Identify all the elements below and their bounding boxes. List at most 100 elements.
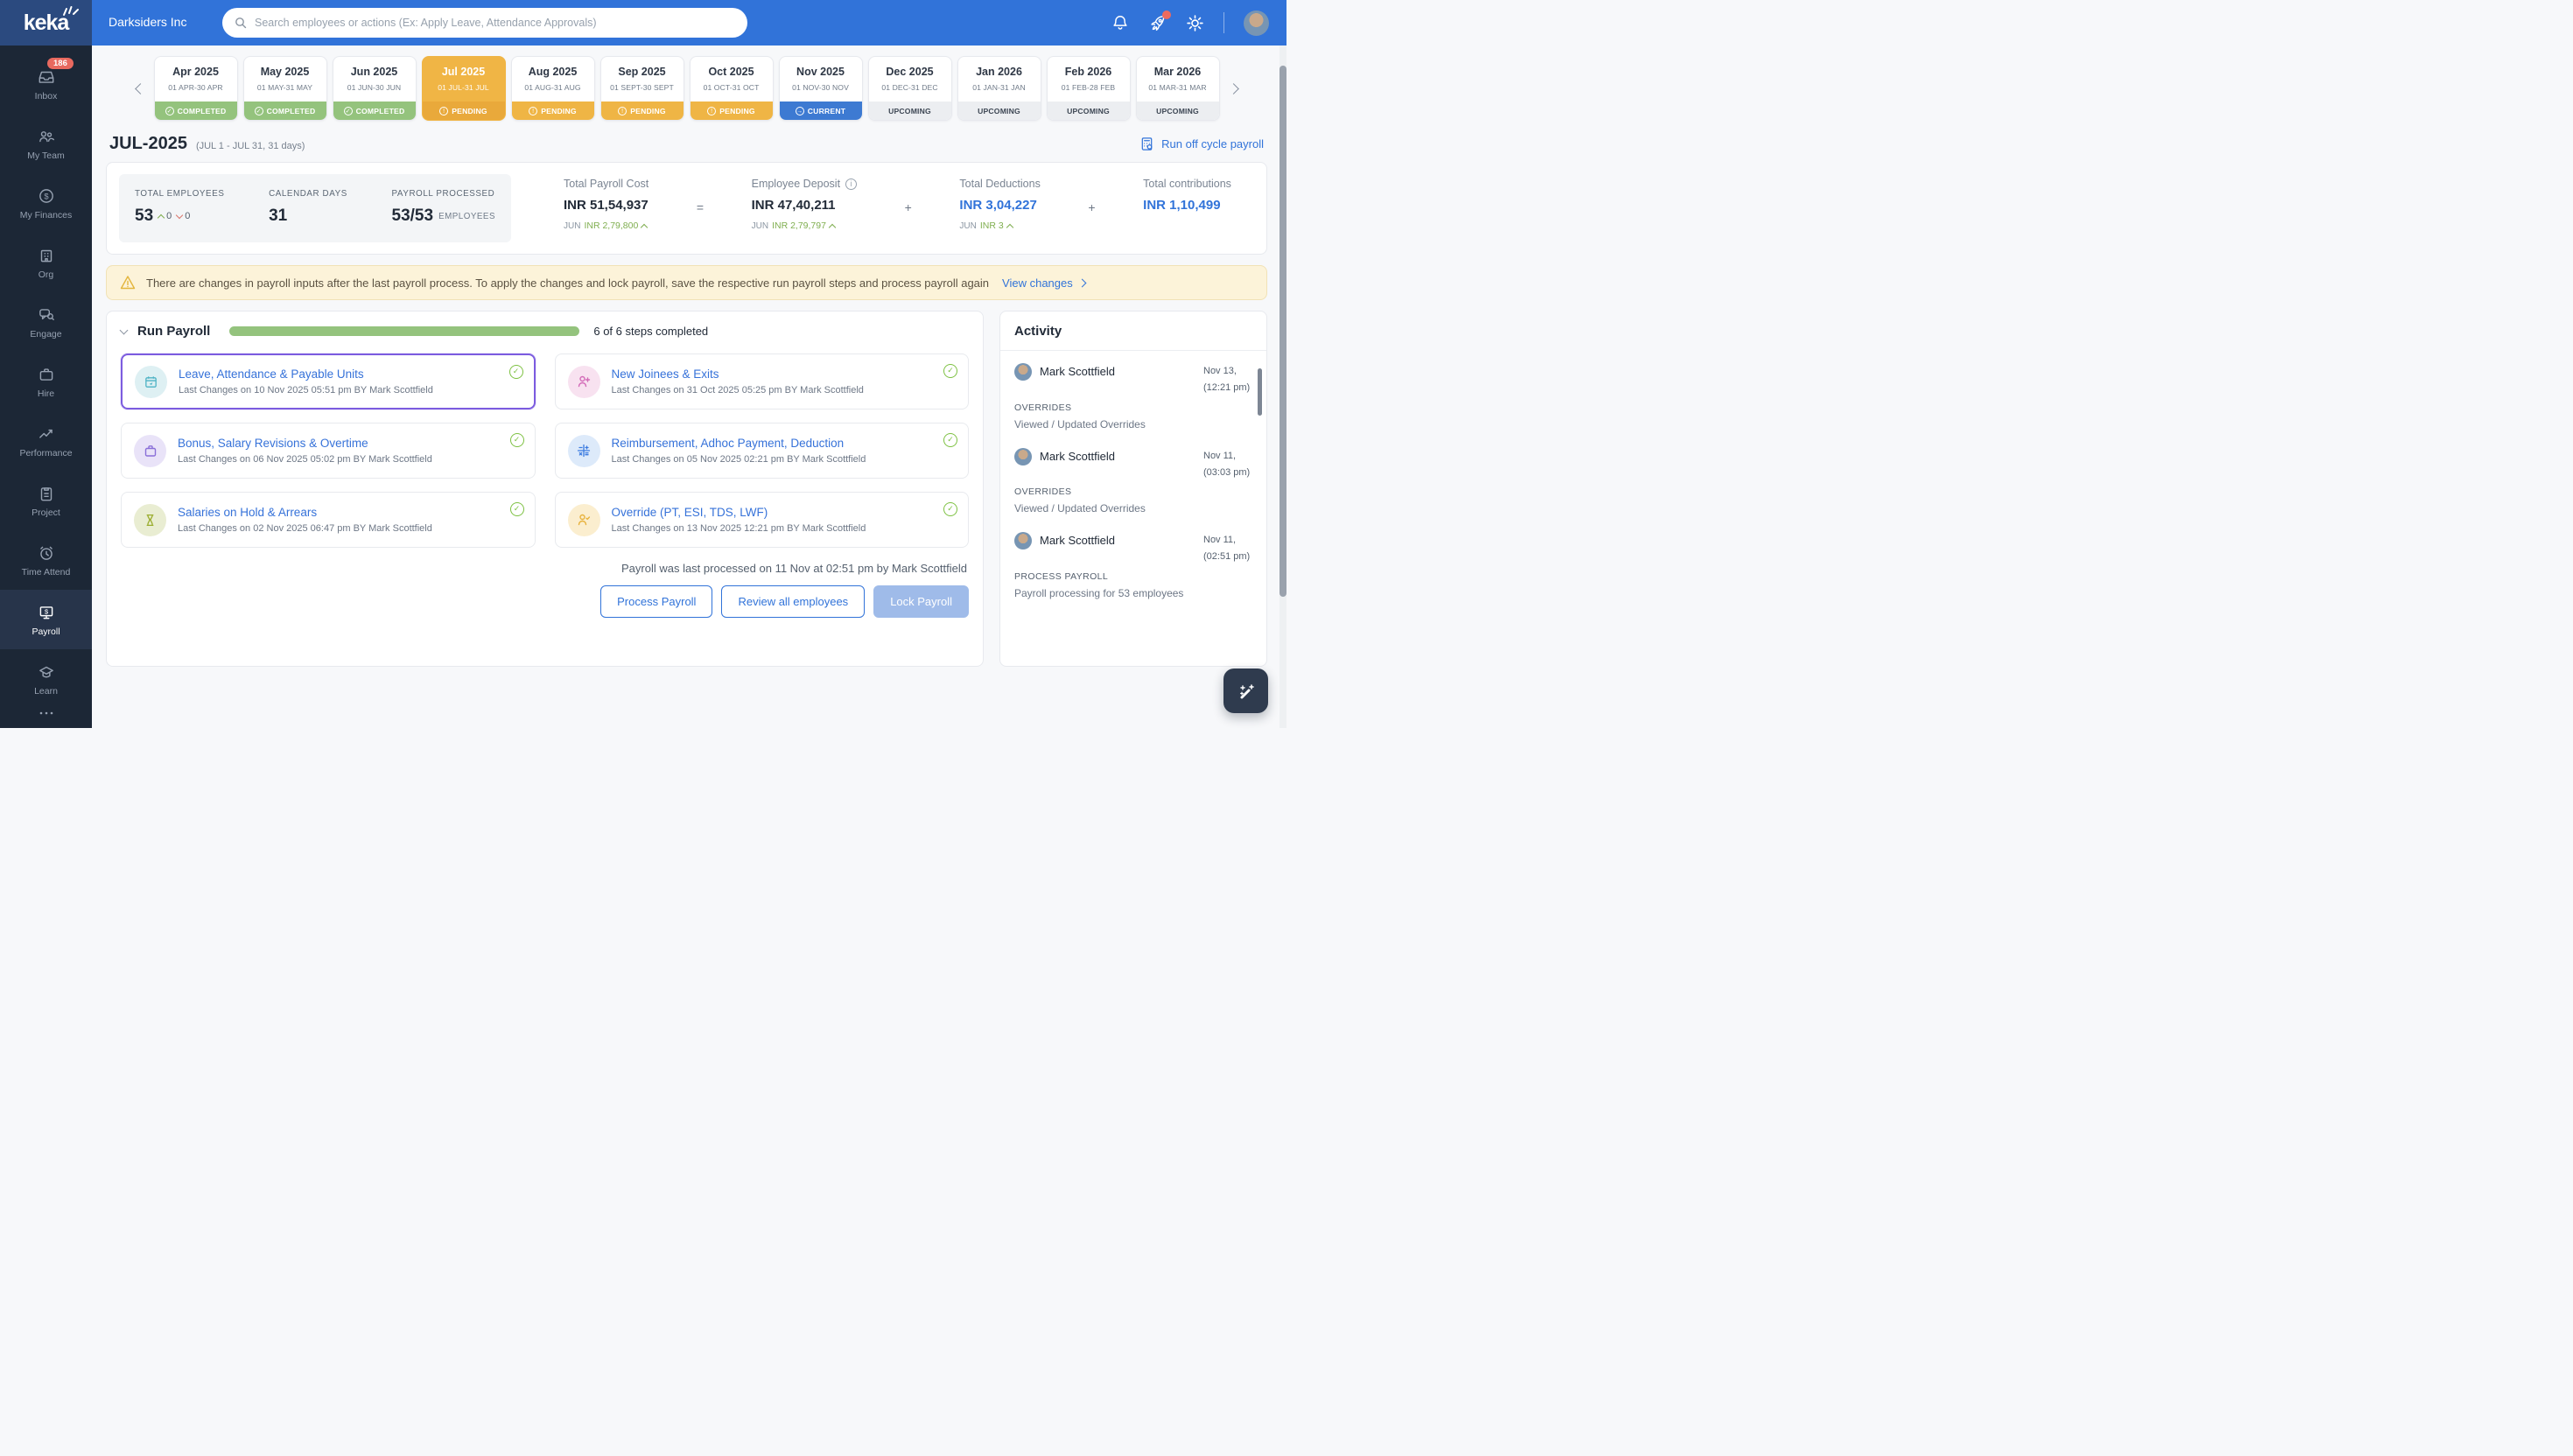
plus-sign: + [904, 200, 912, 214]
activity-category: OVERRIDES [1014, 402, 1072, 413]
step-link[interactable]: Override (PT, ESI, TDS, LWF) [611, 506, 768, 519]
check-circle-icon: ✓ [943, 364, 957, 378]
month-card-oct-2025[interactable]: Oct 2025 01 OCT-31 OCT ! PENDING [689, 56, 774, 121]
carousel-prev-button[interactable] [132, 82, 149, 94]
review-all-employees-button[interactable]: Review all employees [721, 585, 866, 618]
month-card-sep-2025[interactable]: Sep 2025 01 SEPT-30 SEPT ! PENDING [599, 56, 684, 121]
sidebar-item-label: Inbox [34, 90, 58, 102]
svg-text:$: $ [44, 192, 49, 200]
step-last-changes: Last Changes on 10 Nov 2025 05:51 pm BY … [179, 385, 433, 396]
step-link[interactable]: Leave, Attendance & Payable Units [179, 368, 364, 381]
step-card-override[interactable]: Override (PT, ESI, TDS, LWF) Last Change… [554, 492, 969, 548]
step-card-new-joinees-exits[interactable]: New Joinees & Exits Last Changes on 31 O… [554, 354, 969, 410]
sidebar-item-inbox[interactable]: Inbox 186 [0, 54, 92, 114]
month-status-label: COMPLETED [266, 106, 316, 116]
month-card-mar-2026[interactable]: Mar 2026 01 MAR-31 MAR UPCOMING [1135, 56, 1220, 121]
sidebar-nav: Inbox 186 My Team $ My Finances Org Enga… [0, 46, 92, 732]
whats-new-button[interactable] [1148, 10, 1171, 32]
month-label: Jun 2025 [350, 66, 398, 78]
step-link[interactable]: Reimbursement, Adhoc Payment, Deduction [611, 437, 845, 450]
month-range: 01 SEPT-30 SEPT [610, 83, 674, 92]
activity-user-name: Mark Scottfield [1040, 449, 1115, 463]
month-card-jul-2025-selected[interactable]: Jul 2025 01 JUL-31 JUL ! PENDING [421, 56, 506, 121]
global-search[interactable] [222, 8, 747, 38]
month-status-badge: UPCOMING [868, 102, 951, 120]
month-card-dec-2025[interactable]: Dec 2025 01 DEC-31 DEC UPCOMING [867, 56, 952, 121]
activity-date: Nov 13, [1203, 366, 1237, 376]
sidebar-item-payroll[interactable]: $ Payroll [0, 590, 92, 649]
sidebar-item-my-finances[interactable]: $ My Finances [0, 173, 92, 233]
sidebar-item-my-team[interactable]: My Team [0, 114, 92, 173]
trend-up-icon [641, 223, 649, 231]
payroll-steps-grid: Leave, Attendance & Payable Units Last C… [121, 354, 969, 548]
total-deductions-value[interactable]: INR 3,04,227 [959, 198, 1037, 213]
user-avatar[interactable] [1244, 10, 1269, 36]
chevron-left-icon [134, 82, 146, 94]
sidebar-item-learn[interactable]: Learn [0, 649, 92, 709]
settings-button[interactable] [1186, 14, 1204, 32]
step-link[interactable]: New Joinees & Exits [611, 368, 719, 381]
gear-icon [1187, 14, 1203, 32]
month-card-nov-2025[interactable]: Nov 2025 01 NOV-30 NOV → CURRENT [778, 56, 863, 121]
joined-delta-value: 0 [166, 211, 172, 221]
lock-payroll-button[interactable]: Lock Payroll [873, 585, 969, 618]
sidebar-item-org[interactable]: Org [0, 233, 92, 292]
total-payroll-cost-value: INR 51,54,937 [564, 198, 649, 213]
month-status-badge: UPCOMING [1136, 102, 1219, 120]
process-payroll-button[interactable]: Process Payroll [600, 585, 713, 618]
assistant-fab-button[interactable] [1223, 668, 1268, 713]
keka-logo: keka [23, 10, 70, 35]
month-card-aug-2025[interactable]: Aug 2025 01 AUG-31 AUG ! PENDING [510, 56, 595, 121]
sidebar-item-project[interactable]: Project [0, 471, 92, 530]
activity-category: OVERRIDES [1014, 486, 1072, 497]
search-input[interactable] [255, 17, 736, 29]
month-card-feb-2026[interactable]: Feb 2026 01 FEB-28 FEB UPCOMING [1046, 56, 1131, 121]
sidebar-item-label: Payroll [32, 626, 60, 637]
sidebar-item-performance[interactable]: Performance [0, 411, 92, 471]
month-card-may-2025[interactable]: May 2025 01 MAY-31 MAY ✓ COMPLETED [242, 56, 327, 121]
activity-date: Nov 11, [1203, 450, 1237, 461]
hire-icon [39, 368, 53, 381]
month-status-badge: ✓ COMPLETED [154, 102, 237, 120]
carousel-next-button[interactable] [1225, 82, 1242, 94]
inbox-count-badge: 186 [47, 58, 74, 69]
month-status-label: UPCOMING [978, 106, 1020, 116]
payroll-month-carousel: Apr 2025 01 APR-30 APR ✓ COMPLETED May 202… [106, 56, 1267, 121]
info-icon[interactable]: i [845, 178, 858, 190]
sidebar-item-hire[interactable]: Hire [0, 352, 92, 411]
step-link[interactable]: Salaries on Hold & Arrears [178, 506, 318, 519]
step-card-salaries-on-hold[interactable]: Salaries on Hold & Arrears Last Changes … [121, 492, 536, 548]
run-payroll-collapse-toggle[interactable]: Run Payroll [119, 324, 210, 339]
step-link[interactable]: Bonus, Salary Revisions & Overtime [178, 437, 368, 450]
page-scrollbar-thumb[interactable] [1279, 66, 1286, 597]
person-check-icon [567, 503, 600, 536]
month-card-apr-2025[interactable]: Apr 2025 01 APR-30 APR ✓ COMPLETED [153, 56, 238, 121]
activity-user-name: Mark Scottfield [1040, 365, 1115, 378]
activity-timestamp: Nov 11, (02:51 pm) [1203, 532, 1252, 566]
sidebar-item-label: Time Attend [21, 566, 71, 578]
notifications-button[interactable] [1111, 14, 1129, 32]
step-card-bonus-salary-revisions[interactable]: Bonus, Salary Revisions & Overtime Last … [121, 423, 536, 479]
month-range: 01 NOV-30 NOV [792, 83, 849, 92]
trend-up-icon [828, 223, 837, 231]
last-processed-text: Payroll was last processed on 11 Nov at … [620, 562, 967, 575]
total-contributions-value[interactable]: INR 1,10,499 [1143, 198, 1221, 213]
sidebar-item-more[interactable] [0, 709, 92, 732]
stat-label: TOTAL EMPLOYEES [135, 189, 225, 199]
step-card-leave-attendance[interactable]: Leave, Attendance & Payable Units Last C… [121, 354, 536, 410]
current-arrow-icon: → [795, 106, 804, 116]
avatar [1014, 363, 1032, 381]
page-scrollbar[interactable] [1279, 46, 1286, 728]
sidebar-item-engage[interactable]: Engage [0, 292, 92, 352]
month-range: 01 MAR-31 MAR [1148, 83, 1207, 92]
view-changes-link[interactable]: View changes [1002, 276, 1087, 290]
step-card-reimbursement-adhoc[interactable]: Reimbursement, Adhoc Payment, Deduction … [554, 423, 969, 479]
sidebar-item-time-attend[interactable]: Time Attend [0, 530, 92, 590]
month-card-jun-2025[interactable]: Jun 2025 01 JUN-30 JUN ✓ COMPLETED [332, 56, 417, 121]
month-card-jan-2026[interactable]: Jan 2026 01 JAN-31 JAN UPCOMING [957, 56, 1041, 121]
activity-scrollbar-thumb[interactable] [1258, 368, 1262, 416]
month-status-label: PENDING [719, 106, 755, 116]
run-off-cycle-payroll-link[interactable]: Run off cycle payroll [1139, 136, 1264, 151]
app-logo[interactable]: keka [0, 0, 92, 46]
sidebar-item-label: Org [38, 269, 54, 280]
